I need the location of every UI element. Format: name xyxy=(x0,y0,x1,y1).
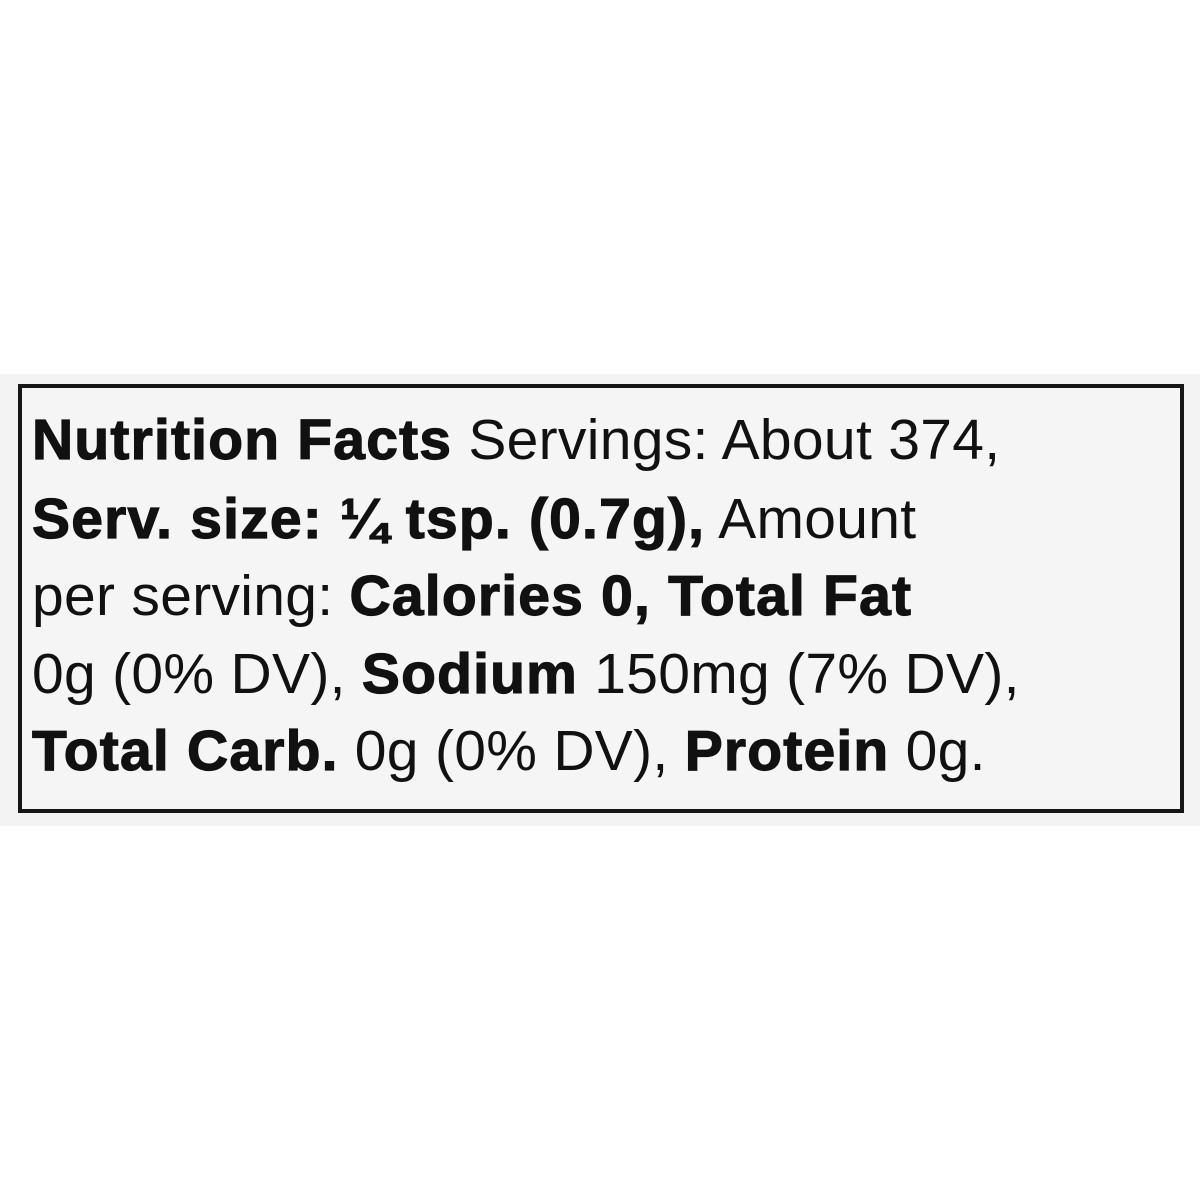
total-carb-label: Total Carb. xyxy=(31,719,339,783)
amount-text: Amount xyxy=(705,487,917,551)
nutrition-facts-label: Nutrition Facts Servings: About 374, Ser… xyxy=(18,384,1184,813)
sodium-label: Sodium xyxy=(361,642,579,706)
fat-value-text: 0g (0% DV), xyxy=(32,642,362,706)
label-line-2: Serv. size: ¼ tsp. (0.7g), Amount xyxy=(31,490,916,548)
protein-label: Protein xyxy=(684,719,890,783)
label-line-4: 0g (0% DV), Sodium 150mg (7% DV), xyxy=(32,645,1020,703)
label-line-1: Nutrition Facts Servings: About 374, xyxy=(31,411,1000,469)
protein-value-text: 0g. xyxy=(889,719,986,783)
serving-size-text: Serv. size: ¼ tsp. (0.7g), xyxy=(31,487,706,551)
nutrition-facts-heading: Nutrition Facts xyxy=(31,408,453,472)
per-serving-text: per serving: xyxy=(32,564,350,628)
label-line-3: per serving: Calories 0, Total Fat xyxy=(32,567,912,625)
calories-fat-text: Calories 0, Total Fat xyxy=(349,564,913,628)
servings-text: Servings: About 374, xyxy=(452,408,1001,472)
sodium-value-text: 150mg (7% DV), xyxy=(578,642,1020,706)
carb-value-text: 0g (0% DV), xyxy=(338,719,685,783)
label-line-5: Total Carb. 0g (0% DV), Protein 0g. xyxy=(31,722,986,780)
